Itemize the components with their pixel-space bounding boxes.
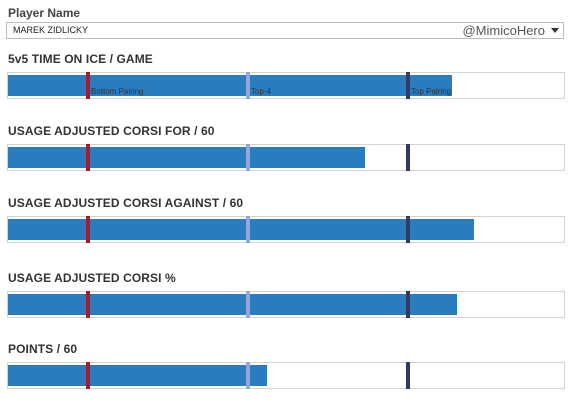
reference-marker-top-pairing bbox=[406, 216, 410, 243]
chevron-down-icon bbox=[551, 28, 559, 33]
reference-marker-top-pairing bbox=[406, 362, 410, 389]
metric-bar-track bbox=[7, 216, 565, 243]
metric-bar-track: Bottom Pairing Top-4 Top Pairing bbox=[7, 72, 565, 99]
metric-bar-track bbox=[7, 144, 565, 171]
handle-label: @MimicoHero bbox=[462, 23, 545, 38]
reference-marker-top-4 bbox=[246, 72, 250, 99]
metric-title: USAGE ADJUSTED CORSI AGAINST / 60 bbox=[8, 196, 244, 210]
metric-bar-track bbox=[7, 291, 565, 318]
reference-marker-bottom-pairing bbox=[86, 72, 90, 99]
reference-marker-bottom-pairing bbox=[86, 362, 90, 389]
metric-title: POINTS / 60 bbox=[8, 342, 78, 356]
metric-bar-track bbox=[7, 362, 565, 389]
reference-marker-bottom-pairing bbox=[86, 216, 90, 243]
player-name-label: Player Name bbox=[8, 6, 81, 20]
reference-marker-top-pairing bbox=[406, 144, 410, 171]
reference-marker-top-pairing bbox=[406, 291, 410, 318]
player-select[interactable]: MAREK ZIDLICKY @MimicoHero bbox=[6, 22, 564, 39]
reference-marker-top-4 bbox=[246, 291, 250, 318]
metric-bar bbox=[8, 147, 365, 168]
reference-marker-bottom-pairing bbox=[86, 291, 90, 318]
reference-marker-top-4 bbox=[246, 362, 250, 389]
reference-marker-top-4 bbox=[246, 144, 250, 171]
metric-title: USAGE ADJUSTED CORSI FOR / 60 bbox=[8, 124, 215, 138]
player-select-value: MAREK ZIDLICKY bbox=[13, 25, 89, 35]
metric-title: 5v5 TIME ON ICE / GAME bbox=[8, 52, 153, 66]
reference-marker-bottom-pairing bbox=[86, 144, 90, 171]
reference-label: Bottom Pairing bbox=[91, 87, 144, 96]
metric-bar bbox=[8, 294, 457, 315]
reference-marker-top-pairing bbox=[406, 72, 410, 99]
metric-bar bbox=[8, 365, 267, 386]
reference-marker-top-4 bbox=[246, 216, 250, 243]
reference-label: Top Pairing bbox=[411, 87, 452, 96]
metric-bar bbox=[8, 219, 474, 240]
reference-label: Top-4 bbox=[251, 87, 272, 96]
metric-bar bbox=[8, 75, 452, 96]
metric-title: USAGE ADJUSTED CORSI % bbox=[8, 271, 176, 285]
